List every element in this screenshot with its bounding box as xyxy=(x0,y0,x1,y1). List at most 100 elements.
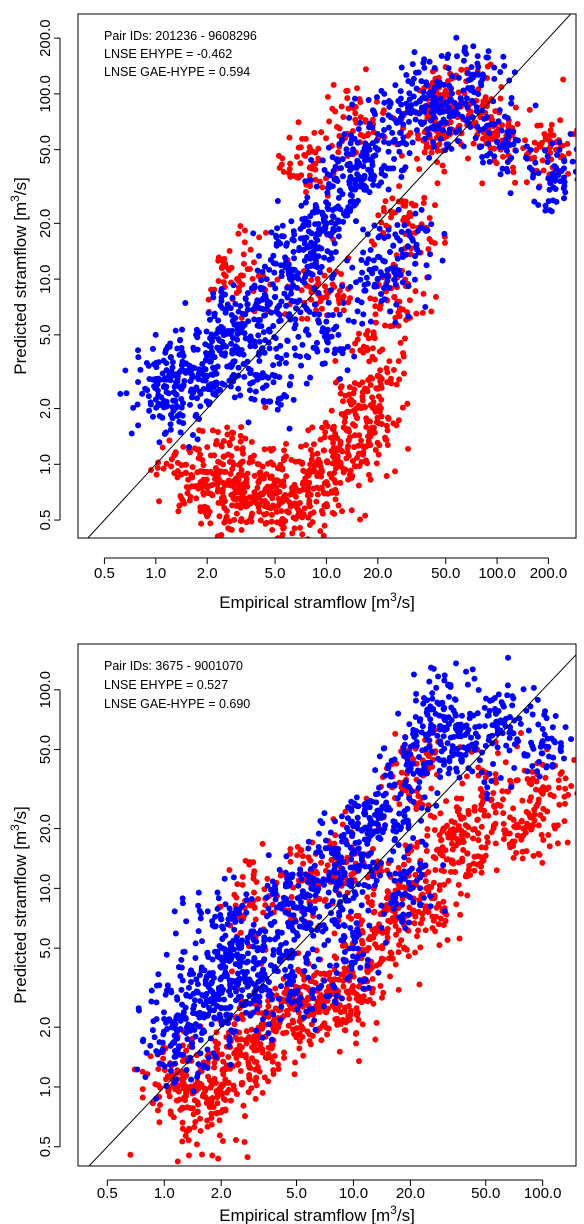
data-point xyxy=(291,1071,298,1078)
data-point xyxy=(332,1016,339,1023)
data-point xyxy=(360,311,367,318)
data-point xyxy=(378,298,385,305)
data-point xyxy=(315,830,322,837)
data-point xyxy=(319,209,326,216)
data-point xyxy=(260,942,267,949)
data-point xyxy=(344,1017,351,1024)
data-point xyxy=(230,538,236,544)
data-point xyxy=(292,502,299,509)
data-point xyxy=(535,184,542,191)
data-point xyxy=(266,345,273,352)
data-point xyxy=(546,843,553,850)
data-point xyxy=(307,255,314,262)
data-point xyxy=(445,104,452,111)
data-point xyxy=(454,53,461,60)
data-point xyxy=(264,504,271,511)
data-point xyxy=(238,1081,245,1088)
data-point xyxy=(135,422,142,429)
data-point xyxy=(268,474,275,481)
plot-frame xyxy=(77,13,577,539)
data-point xyxy=(416,779,423,786)
data-point xyxy=(195,485,202,492)
data-point xyxy=(253,1027,260,1034)
data-point xyxy=(199,992,206,999)
data-point xyxy=(302,178,309,185)
data-point xyxy=(547,180,554,187)
data-point xyxy=(191,997,198,1004)
data-point xyxy=(379,829,386,836)
data-point xyxy=(371,241,378,248)
data-point xyxy=(338,813,345,820)
data-point xyxy=(281,447,288,454)
data-point xyxy=(228,968,235,975)
data-point xyxy=(470,140,477,147)
data-point xyxy=(162,349,169,356)
x-tick-label: 100.0 xyxy=(478,565,516,582)
data-point xyxy=(411,276,418,283)
data-point xyxy=(209,1152,216,1159)
data-point xyxy=(405,283,412,290)
data-point xyxy=(378,421,385,428)
data-point xyxy=(251,472,258,479)
data-point xyxy=(192,1033,199,1040)
data-point xyxy=(304,984,311,991)
data-point xyxy=(179,1105,186,1112)
data-point xyxy=(379,132,386,139)
data-point xyxy=(369,873,376,880)
data-point xyxy=(244,934,251,941)
data-point xyxy=(412,714,419,721)
data-point xyxy=(367,295,374,302)
data-point xyxy=(286,134,293,141)
data-point xyxy=(243,909,250,916)
data-point xyxy=(322,837,329,844)
data-point xyxy=(372,1036,379,1043)
data-point xyxy=(166,343,173,350)
data-point xyxy=(493,160,500,167)
data-point xyxy=(214,471,221,478)
data-point xyxy=(154,387,161,394)
data-point xyxy=(165,390,172,397)
data-point xyxy=(350,164,357,171)
data-point xyxy=(209,338,216,345)
data-point xyxy=(222,964,229,971)
data-point xyxy=(166,1093,173,1100)
data-point xyxy=(321,434,328,441)
data-point xyxy=(382,822,389,829)
data-point xyxy=(186,497,193,504)
data-point xyxy=(426,154,433,161)
data-point xyxy=(556,146,563,153)
data-point xyxy=(282,880,289,887)
data-point xyxy=(561,158,568,165)
data-point xyxy=(359,397,366,404)
data-point xyxy=(455,806,462,813)
data-point xyxy=(259,840,266,847)
data-point xyxy=(233,1091,240,1098)
data-point xyxy=(402,164,409,171)
data-point xyxy=(554,840,561,847)
data-point xyxy=(204,469,211,476)
data-point xyxy=(424,832,431,839)
data-point xyxy=(293,930,300,937)
data-point xyxy=(317,528,324,535)
data-point xyxy=(330,439,337,446)
data-point xyxy=(288,290,295,297)
data-point xyxy=(167,354,174,361)
data-point xyxy=(359,389,366,396)
data-point xyxy=(228,1097,235,1104)
data-point xyxy=(471,867,478,874)
data-point xyxy=(342,414,349,421)
data-point xyxy=(222,350,229,357)
data-point xyxy=(512,104,519,111)
data-point xyxy=(346,995,353,1002)
data-point xyxy=(378,170,385,177)
data-point xyxy=(379,116,386,123)
data-point xyxy=(252,1078,259,1085)
data-point xyxy=(317,849,324,856)
data-point xyxy=(224,431,231,438)
data-point xyxy=(381,138,388,145)
data-point xyxy=(400,819,407,826)
data-point xyxy=(555,784,562,791)
data-point xyxy=(429,690,436,697)
data-point xyxy=(391,293,398,301)
data-point xyxy=(396,801,403,808)
